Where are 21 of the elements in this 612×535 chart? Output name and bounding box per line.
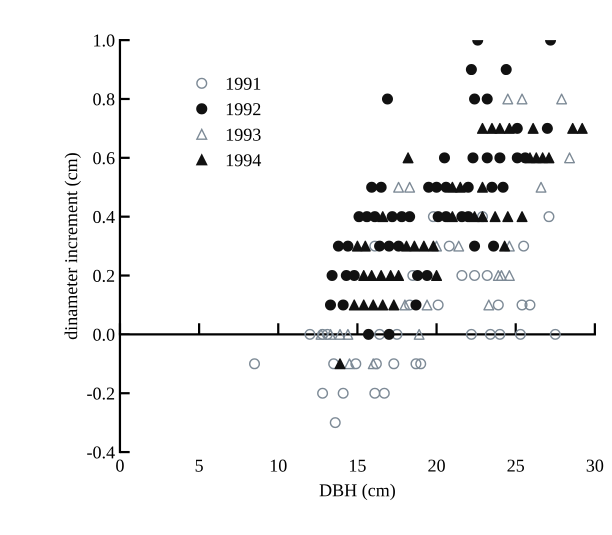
y-tick-label: 0.4 [93, 210, 115, 224]
x-axis-title: DBH (cm) [320, 484, 395, 500]
x-tick-label: 30 [586, 460, 604, 472]
legend-label: 1991 [226, 78, 260, 90]
y-tick-label: 0.8 [93, 93, 114, 106]
x-tick-label: 25 [507, 460, 524, 472]
x-tick-label: 5 [196, 460, 203, 472]
x-tick-label: 10 [270, 460, 287, 472]
x-tick-label: 15 [350, 460, 366, 472]
y-tick-label: 0.2 [93, 270, 114, 282]
legend-label: 1993 [226, 128, 261, 141]
y-tick-label: -0.4 [87, 446, 115, 459]
y-tick-label: 0.0 [93, 328, 114, 341]
y-axis-title: dinameter increment (cm) [64, 153, 81, 340]
legend-label: 1992 [226, 103, 260, 116]
x-tick-label: 20 [428, 460, 445, 472]
y-tick-label: -0.2 [87, 387, 114, 400]
y-tick-label: 1.0 [94, 34, 114, 47]
x-tick-label: 0 [116, 460, 124, 472]
legend-label: 1994 [226, 154, 262, 166]
y-tick-label: 0.6 [93, 152, 115, 164]
